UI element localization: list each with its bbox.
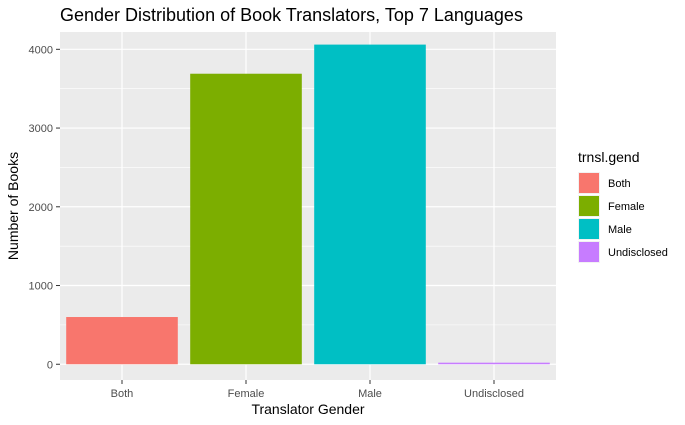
- legend-label: Undisclosed: [608, 247, 668, 259]
- legend-label: Both: [608, 178, 631, 190]
- y-tick-label: 0: [47, 359, 53, 371]
- x-tick-label: Female: [228, 388, 265, 400]
- bar-undisclosed: [438, 362, 550, 365]
- x-axis: Both Female Male Undisclosed: [111, 380, 524, 400]
- bar-female: [190, 73, 302, 365]
- y-tick-label: 4000: [29, 44, 53, 56]
- legend-title: trnsl.gend: [578, 149, 639, 165]
- y-axis-title: Number of Books: [5, 152, 21, 260]
- bars: [66, 44, 550, 365]
- chart-title: Gender Distribution of Book Translators,…: [60, 5, 523, 25]
- legend-swatch-both: [579, 173, 599, 193]
- x-axis-title: Translator Gender: [251, 401, 364, 417]
- legend-items: Both Female Male Undisclosed: [578, 172, 668, 263]
- x-tick-label: Male: [358, 388, 382, 400]
- legend-label: Female: [608, 201, 645, 213]
- bar-both: [66, 317, 178, 365]
- y-axis: 0 1000 2000 3000 4000: [29, 44, 60, 371]
- y-tick-label: 1000: [29, 281, 53, 293]
- legend: trnsl.gend Both Female Male Undisclosed: [578, 149, 668, 263]
- legend-swatch-male: [579, 219, 599, 239]
- legend-label: Male: [608, 224, 632, 236]
- x-tick-label: Undisclosed: [464, 388, 524, 400]
- y-tick-label: 3000: [29, 123, 53, 135]
- legend-swatch-female: [579, 196, 599, 216]
- bar-male: [314, 44, 426, 365]
- y-tick-label: 2000: [29, 202, 53, 214]
- legend-swatch-undisclosed: [579, 242, 599, 262]
- x-tick-label: Both: [111, 388, 134, 400]
